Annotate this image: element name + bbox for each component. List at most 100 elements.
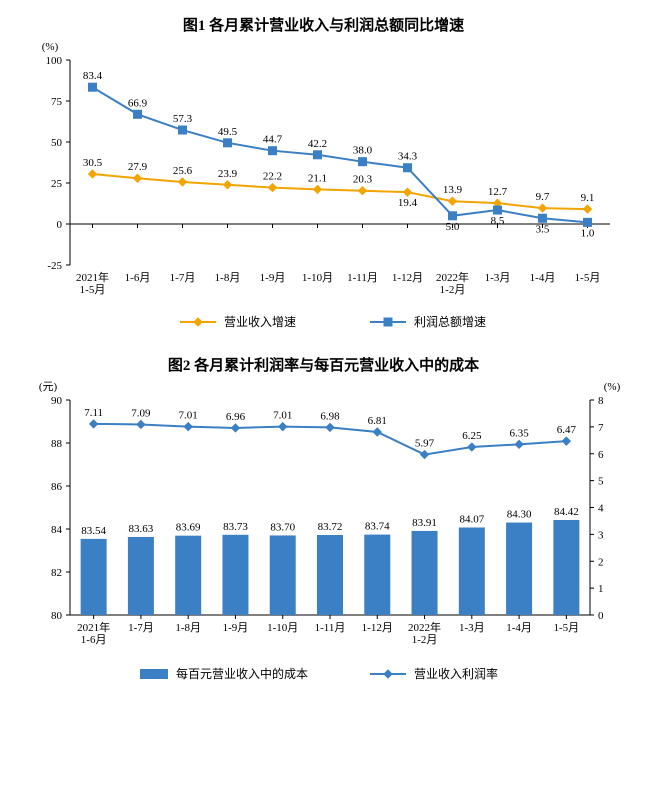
svg-text:20.3: 20.3 (353, 174, 373, 186)
svg-text:6.35: 6.35 (509, 427, 529, 439)
svg-text:7.09: 7.09 (131, 407, 151, 419)
svg-text:19.4: 19.4 (398, 197, 418, 209)
svg-text:1.0: 1.0 (581, 227, 595, 239)
svg-text:2021年: 2021年 (77, 620, 110, 634)
svg-text:1-9月: 1-9月 (223, 622, 249, 634)
chart-2-svg: 图2 各月累计利润率与每百元营业收入中的成本(元)(%)808284868890… (0, 340, 647, 690)
svg-text:1-5月: 1-5月 (554, 622, 580, 634)
svg-text:1-6月: 1-6月 (81, 634, 107, 646)
svg-text:42.2: 42.2 (308, 138, 327, 150)
svg-text:图2 各月累计利润率与每百元营业收入中的成本: 图2 各月累计利润率与每百元营业收入中的成本 (168, 356, 479, 374)
svg-text:8.5: 8.5 (491, 215, 505, 227)
svg-text:2022年: 2022年 (436, 270, 469, 284)
svg-text:2: 2 (598, 556, 604, 568)
svg-text:84.42: 84.42 (554, 506, 579, 518)
svg-text:75: 75 (51, 96, 63, 108)
svg-text:7.01: 7.01 (273, 410, 292, 422)
svg-text:7.01: 7.01 (179, 410, 198, 422)
svg-text:0: 0 (598, 610, 604, 622)
svg-text:4: 4 (598, 503, 604, 515)
svg-text:49.5: 49.5 (218, 126, 238, 138)
svg-text:1-2月: 1-2月 (412, 634, 438, 646)
svg-text:80: 80 (51, 610, 63, 622)
svg-text:7: 7 (598, 422, 604, 434)
svg-text:21.1: 21.1 (308, 172, 327, 184)
svg-text:1-8月: 1-8月 (175, 622, 201, 634)
chart-1-svg: 图1 各月累计营业收入与利润总额同比增速 (%) -25 0 25 50 75 100 2021… (0, 0, 647, 340)
svg-text:83.74: 83.74 (365, 521, 390, 533)
svg-text:1-9月: 1-9月 (260, 272, 286, 284)
chart-2-container: 图2 各月累计利润率与每百元营业收入中的成本(元)(%)808284868890… (0, 340, 647, 690)
svg-text:1-12月: 1-12月 (392, 272, 423, 284)
svg-text:3: 3 (598, 529, 604, 541)
svg-text:1-5月: 1-5月 (575, 272, 601, 284)
svg-text:6.25: 6.25 (462, 430, 482, 442)
svg-text:7.11: 7.11 (84, 407, 103, 419)
svg-text:82: 82 (51, 567, 62, 579)
svg-text:22.2: 22.2 (263, 171, 282, 183)
svg-text:30.5: 30.5 (83, 157, 103, 169)
svg-text:2021年: 2021年 (76, 270, 109, 284)
svg-text:12.7: 12.7 (488, 186, 508, 198)
svg-text:6: 6 (598, 449, 604, 461)
svg-text:1-12月: 1-12月 (362, 622, 393, 634)
svg-text:1-3月: 1-3月 (459, 622, 485, 634)
svg-text:44.7: 44.7 (263, 134, 283, 146)
svg-text:83.73: 83.73 (223, 521, 248, 533)
svg-text:84: 84 (51, 524, 63, 536)
svg-text:6.81: 6.81 (368, 415, 387, 427)
svg-text:营业收入利润率: 营业收入利润率 (414, 666, 498, 681)
svg-text:88: 88 (51, 438, 63, 450)
svg-text:1-5月: 1-5月 (80, 284, 106, 296)
svg-text:9.1: 9.1 (581, 192, 595, 204)
svg-text:每百元营业收入中的成本: 每百元营业收入中的成本 (176, 666, 308, 681)
svg-text:(元): (元) (39, 381, 58, 393)
svg-text:5: 5 (598, 476, 604, 488)
svg-text:83.91: 83.91 (412, 517, 437, 529)
svg-text:6.98: 6.98 (320, 410, 340, 422)
svg-text:1-8月: 1-8月 (215, 272, 241, 284)
svg-text:13.9: 13.9 (443, 184, 463, 196)
svg-text:83.63: 83.63 (129, 523, 154, 535)
svg-text:83.54: 83.54 (81, 525, 106, 537)
svg-text:84.30: 84.30 (507, 509, 532, 521)
svg-text:1-7月: 1-7月 (170, 272, 196, 284)
svg-text:23.9: 23.9 (218, 168, 238, 180)
svg-text:-25: -25 (47, 260, 62, 272)
svg-text:8: 8 (598, 395, 604, 407)
svg-text:利润总额增速: 利润总额增速 (414, 315, 486, 329)
svg-text:(%): (%) (42, 41, 59, 53)
svg-text:图1 各月累计营业收入与利润总额同比增速: 图1 各月累计营业收入与利润总额同比增速 (183, 16, 464, 34)
svg-text:1-2月: 1-2月 (440, 284, 466, 296)
svg-text:5.97: 5.97 (415, 438, 435, 450)
svg-text:34.3: 34.3 (398, 151, 418, 163)
svg-text:38.0: 38.0 (353, 145, 373, 157)
svg-text:1-11月: 1-11月 (315, 622, 346, 634)
svg-text:0: 0 (57, 219, 63, 231)
svg-text:86: 86 (51, 481, 63, 493)
svg-text:1-3月: 1-3月 (485, 272, 511, 284)
svg-text:1: 1 (598, 583, 604, 595)
svg-text:83.69: 83.69 (176, 522, 201, 534)
svg-text:83.72: 83.72 (318, 521, 343, 533)
svg-text:1-7月: 1-7月 (128, 622, 154, 634)
svg-text:50: 50 (51, 137, 63, 149)
svg-text:100: 100 (46, 55, 63, 67)
svg-text:66.9: 66.9 (128, 97, 148, 109)
svg-text:27.9: 27.9 (128, 161, 148, 173)
svg-text:25.6: 25.6 (173, 165, 193, 177)
svg-text:6.47: 6.47 (557, 424, 577, 436)
svg-text:1-11月: 1-11月 (347, 272, 378, 284)
svg-text:1-6月: 1-6月 (125, 272, 151, 284)
svg-text:1-10月: 1-10月 (267, 622, 298, 634)
svg-text:1-4月: 1-4月 (530, 272, 556, 284)
svg-text:1-4月: 1-4月 (506, 622, 532, 634)
svg-text:25: 25 (51, 178, 63, 190)
svg-text:5.0: 5.0 (446, 221, 460, 233)
svg-text:2022年: 2022年 (408, 620, 441, 634)
svg-text:57.3: 57.3 (173, 113, 193, 125)
svg-text:(%): (%) (604, 381, 621, 393)
chart-1-container: 图1 各月累计营业收入与利润总额同比增速 (%) -25 0 25 50 75 100 2021… (0, 0, 647, 340)
svg-text:3.5: 3.5 (536, 223, 550, 235)
svg-text:6.96: 6.96 (226, 411, 246, 423)
